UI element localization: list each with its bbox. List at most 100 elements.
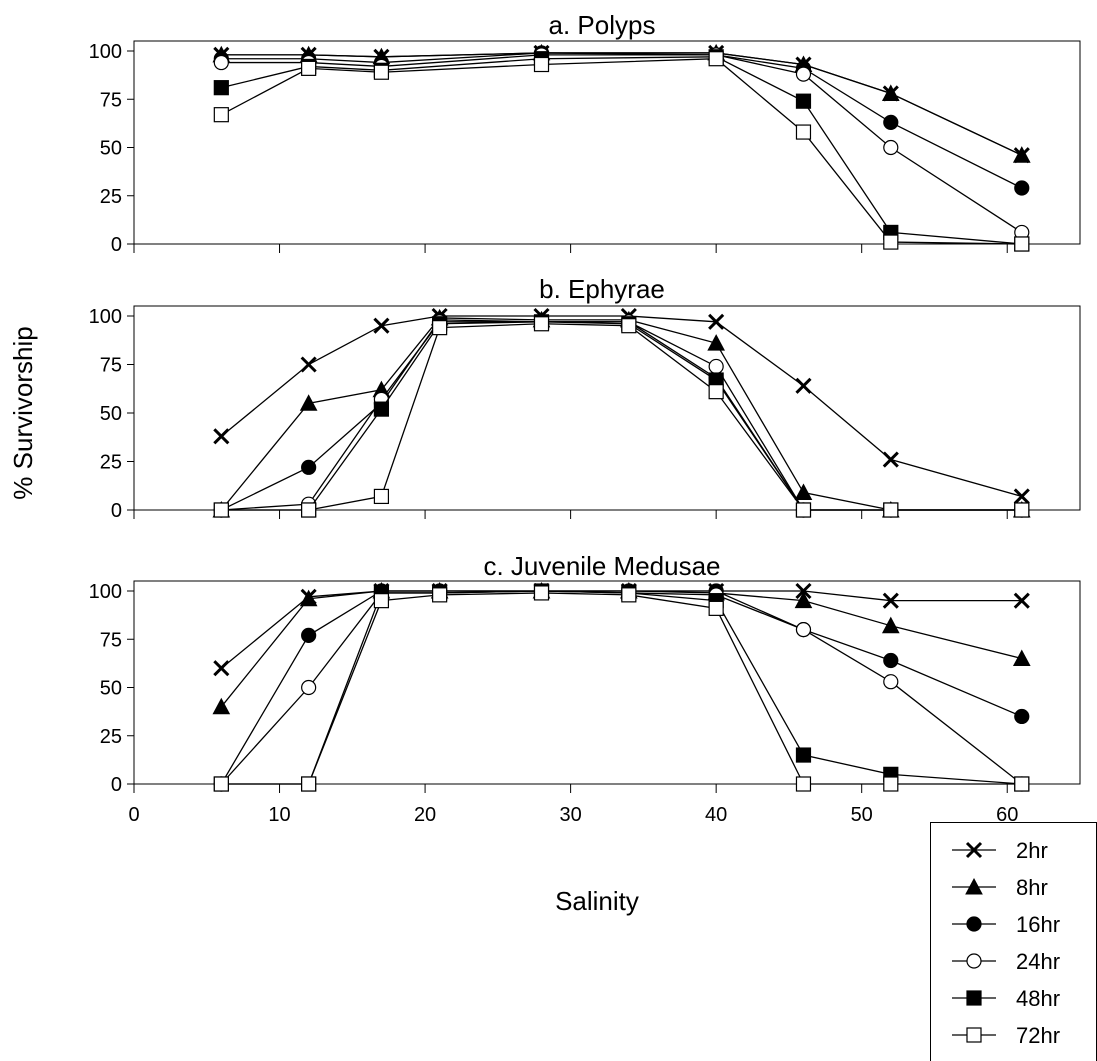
x-tick-label: 30 — [559, 804, 581, 826]
data-point — [795, 621, 812, 638]
legend-label: 16hr — [1016, 912, 1060, 937]
panel-2: b. Ephyrae 0 25 50 75 100 — [89, 274, 1081, 522]
data-point — [1014, 776, 1030, 792]
legend-item: 72hr — [952, 1023, 1060, 1048]
x-tick-label: 20 — [414, 804, 436, 826]
legend-item: 8hr — [952, 875, 1048, 900]
data-point — [299, 589, 318, 607]
data-point — [621, 587, 637, 603]
series-line — [220, 590, 1023, 785]
data-point — [1012, 146, 1031, 163]
legend-item: 2hr — [952, 838, 1048, 863]
series-24hr — [213, 583, 1030, 792]
data-point — [1014, 180, 1030, 196]
legend: 2hr 8hr 16hr 24hr 48hr 72hr — [930, 822, 1097, 1061]
data-point — [213, 80, 229, 96]
legend-box — [930, 822, 1097, 1061]
series-8hr — [212, 43, 1031, 163]
panel-title: c. Juvenile Medusae — [483, 551, 720, 581]
y-tick-label: 100 — [89, 306, 122, 328]
legend-marker — [966, 990, 982, 1006]
series-line — [220, 590, 1022, 669]
data-point — [708, 384, 724, 400]
x-tick-label: 60 — [996, 804, 1018, 826]
data-point — [883, 234, 899, 250]
data-point — [883, 776, 899, 792]
x-tick-label: 0 — [128, 804, 139, 826]
series-48hr — [213, 314, 1030, 518]
data-point — [533, 585, 550, 601]
series-line — [221, 323, 1022, 511]
data-point — [795, 502, 812, 518]
y-tick-label: 50 — [100, 403, 122, 425]
data-point — [301, 459, 317, 475]
data-point — [373, 317, 390, 334]
legend-item: 24hr — [952, 949, 1060, 974]
data-point — [708, 358, 724, 375]
data-point — [881, 84, 900, 101]
series-line — [220, 590, 1023, 785]
panel-3: c. Juvenile Medusae 0 25 50 75 100 0 10 20 30 40 50… — [89, 551, 1081, 826]
series-16hr — [213, 583, 1030, 792]
data-point — [212, 697, 231, 715]
series-line — [221, 54, 1023, 233]
data-point — [373, 401, 390, 417]
data-point — [432, 587, 448, 603]
data-point — [1013, 488, 1030, 505]
series-72hr — [213, 585, 1030, 792]
y-tick-label: 50 — [100, 138, 122, 160]
series-line — [221, 56, 1022, 245]
panel-title: b. Ephyrae — [539, 274, 665, 304]
data-point — [301, 502, 317, 518]
data-point — [795, 747, 812, 763]
series-line — [221, 319, 1022, 511]
legend-marker — [965, 877, 983, 895]
data-point — [373, 593, 390, 609]
data-point — [795, 66, 812, 82]
data-point — [213, 660, 230, 677]
series-line — [221, 321, 1022, 511]
data-point — [432, 320, 448, 336]
legend-item: 48hr — [952, 986, 1060, 1011]
data-point — [213, 776, 229, 792]
y-tick-label: 50 — [100, 678, 122, 700]
data-point — [213, 502, 229, 518]
data-point — [795, 93, 812, 109]
data-point — [301, 679, 317, 696]
legend-marker — [966, 953, 982, 969]
series-48hr — [213, 49, 1030, 252]
panel-title: a. Polyps — [549, 10, 656, 40]
legend-label: 2hr — [1016, 838, 1048, 863]
data-point — [213, 107, 229, 123]
series-24hr — [213, 314, 1030, 518]
data-point — [301, 776, 317, 792]
series-line — [221, 321, 1022, 511]
series-line — [221, 592, 1022, 785]
data-point — [300, 356, 317, 373]
data-point — [299, 394, 318, 411]
data-point — [881, 616, 900, 634]
data-point — [533, 316, 550, 332]
data-point — [301, 627, 317, 643]
data-point — [882, 451, 899, 468]
y-tick-label: 0 — [111, 500, 122, 522]
legend-marker — [966, 916, 982, 932]
legend-label: 24hr — [1016, 949, 1060, 974]
x-tick-label: 40 — [705, 804, 727, 826]
data-point — [373, 488, 390, 505]
y-tick-label: 75 — [100, 355, 122, 377]
data-point — [883, 114, 899, 131]
series-line — [221, 590, 1022, 785]
data-point — [795, 776, 812, 792]
panel-1: a. Polyps 0 25 50 75 100 — [89, 10, 1081, 256]
data-point — [707, 334, 725, 351]
data-point — [301, 60, 317, 76]
legend-marker — [966, 1027, 982, 1043]
data-point — [795, 582, 812, 600]
data-point — [794, 591, 813, 609]
legend-label: 8hr — [1016, 875, 1048, 900]
data-point — [794, 483, 813, 501]
plot-frame — [133, 40, 1081, 245]
